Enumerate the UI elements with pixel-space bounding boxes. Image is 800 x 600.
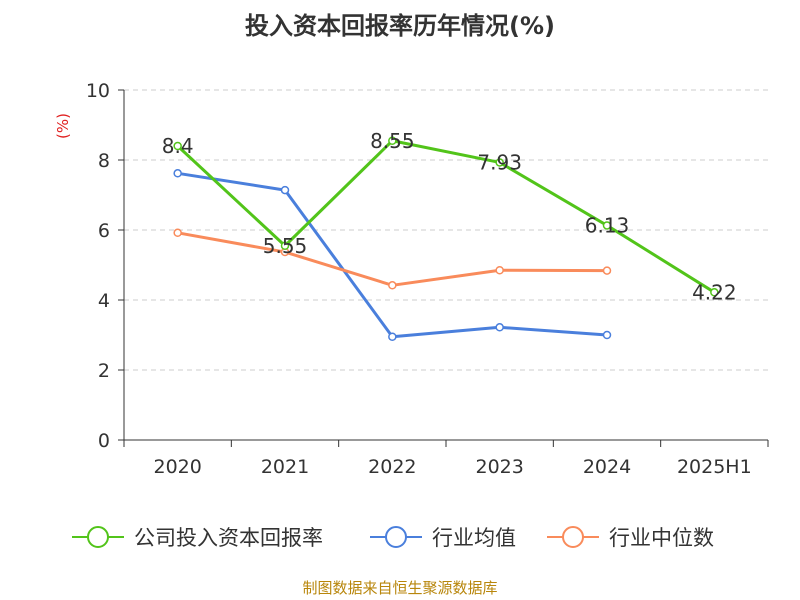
x-tick-label-2020: 2020: [153, 456, 201, 478]
y-tick-label-6: 6: [98, 220, 110, 242]
x-tick-label-2025H1: 2025H1: [677, 456, 752, 478]
data-point-1-2022[interactable]: [388, 332, 397, 341]
y-tick-label-4: 4: [98, 290, 110, 312]
x-tick-label-2023: 2023: [475, 456, 523, 478]
x-tick-label-2021: 2021: [261, 456, 309, 478]
data-label-2021: 5.55: [263, 234, 308, 258]
chart-title: 投入资本回报率历年情况(%): [245, 12, 555, 40]
data-label-2024: 6.13: [585, 213, 630, 237]
data-label-2022: 8.55: [370, 129, 415, 153]
data-point-2-2022[interactable]: [388, 281, 397, 290]
data-point-2-2024[interactable]: [602, 266, 612, 275]
y-axis-label: (%): [54, 113, 72, 139]
data-point-1-2023[interactable]: [495, 323, 504, 332]
data-labels: 8.4 5.55 8.55 7.93 6.13 4.22: [162, 129, 737, 305]
axes: 0 2 4 6 8 10 2020 2021 2022 2023 2024 2025H1: [86, 80, 769, 478]
legend-item-2[interactable]: 行业中位数: [547, 526, 714, 550]
x-tick-label-2024: 2024: [583, 456, 631, 478]
legend-label-2: 行业中位数: [609, 526, 714, 550]
data-label-2025H1: 4.22: [692, 280, 737, 304]
data-point-0-2024[interactable]: [602, 221, 612, 230]
legend[interactable]: 公司投入资本回报率 行业均值 行业中位数: [72, 526, 714, 550]
series-lines: [173, 136, 719, 341]
legend-item-0[interactable]: 公司投入资本回报率: [72, 526, 323, 550]
y-tick-label-0: 0: [98, 430, 110, 452]
y-tick-label-8: 8: [98, 150, 110, 172]
data-point-0-2021[interactable]: [280, 241, 290, 250]
legend-marker-2: [562, 526, 584, 548]
series-line-1: [177, 171, 608, 339]
data-point-0-2025H1[interactable]: [710, 288, 719, 297]
legend-label-1: 行业均值: [432, 526, 516, 550]
source-footer: 制图数据来自恒生聚源数据库: [302, 579, 497, 597]
y-tick-label-10: 10: [86, 80, 110, 102]
data-label-2020: 8.4: [162, 134, 194, 158]
data-point-2-2023[interactable]: [495, 266, 504, 275]
data-point-0-2023[interactable]: [495, 158, 504, 167]
data-point-0-2022[interactable]: [388, 136, 397, 145]
data-point-0-2020[interactable]: [173, 141, 182, 151]
legend-marker-1: [385, 526, 407, 548]
grid-lines: [124, 89, 768, 371]
data-point-1-2024[interactable]: [602, 330, 612, 340]
legend-item-1[interactable]: 行业均值: [370, 526, 516, 550]
data-point-2-2020[interactable]: [173, 228, 182, 238]
legend-label-0: 公司投入资本回报率: [134, 526, 323, 550]
legend-marker-0: [87, 526, 109, 548]
x-tick-label-2022: 2022: [368, 456, 416, 478]
series-line-0: [176, 139, 716, 294]
data-point-1-2021[interactable]: [280, 185, 290, 195]
y-tick-label-2: 2: [98, 360, 110, 382]
data-label-2023: 7.93: [477, 150, 522, 174]
series-line-2: [177, 231, 608, 287]
data-point-1-2020[interactable]: [173, 169, 182, 178]
